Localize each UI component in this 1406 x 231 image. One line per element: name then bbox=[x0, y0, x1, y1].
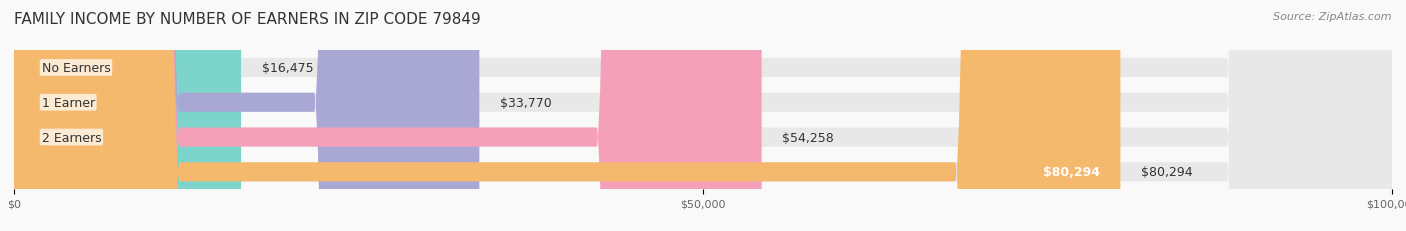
FancyBboxPatch shape bbox=[14, 0, 1392, 231]
Text: $80,294: $80,294 bbox=[1043, 166, 1099, 179]
Text: $16,475: $16,475 bbox=[262, 62, 314, 75]
FancyBboxPatch shape bbox=[14, 0, 762, 231]
Text: No Earners: No Earners bbox=[42, 62, 110, 75]
FancyBboxPatch shape bbox=[14, 0, 1121, 231]
Text: 2 Earners: 2 Earners bbox=[42, 131, 101, 144]
FancyBboxPatch shape bbox=[14, 0, 240, 231]
Text: 1 Earner: 1 Earner bbox=[42, 96, 94, 109]
FancyBboxPatch shape bbox=[14, 0, 1392, 231]
FancyBboxPatch shape bbox=[14, 0, 1392, 231]
Text: FAMILY INCOME BY NUMBER OF EARNERS IN ZIP CODE 79849: FAMILY INCOME BY NUMBER OF EARNERS IN ZI… bbox=[14, 12, 481, 27]
FancyBboxPatch shape bbox=[14, 0, 1392, 231]
Text: $80,294: $80,294 bbox=[1142, 166, 1192, 179]
Text: $33,770: $33,770 bbox=[501, 96, 551, 109]
Text: $54,258: $54,258 bbox=[782, 131, 834, 144]
FancyBboxPatch shape bbox=[14, 0, 479, 231]
Text: Source: ZipAtlas.com: Source: ZipAtlas.com bbox=[1274, 12, 1392, 21]
